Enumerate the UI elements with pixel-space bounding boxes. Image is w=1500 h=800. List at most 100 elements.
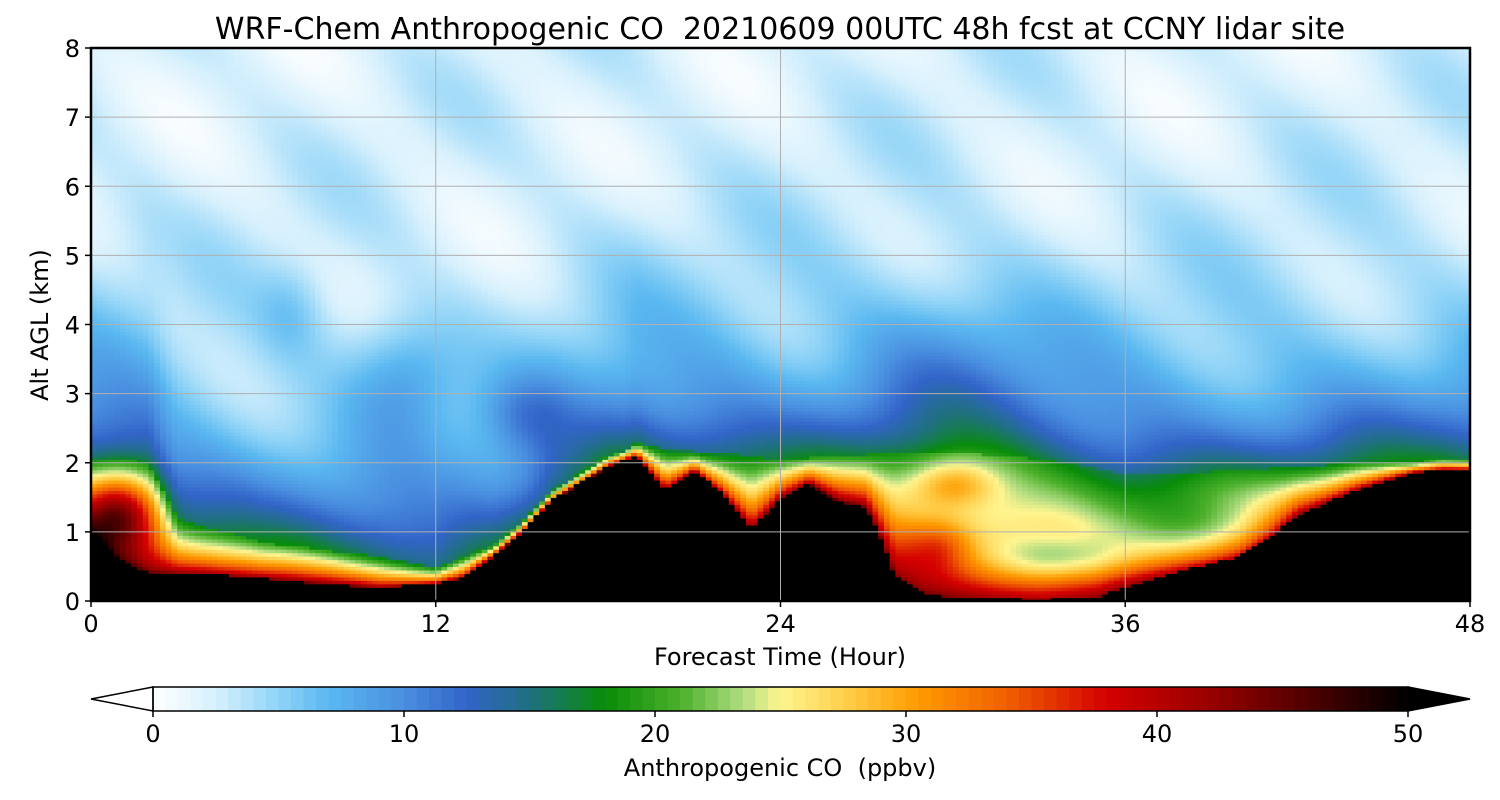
y-axis-label: Alt AGL (km): [26, 249, 54, 401]
colorbar-segment: [278, 687, 292, 711]
colorbar-segment: [1056, 687, 1070, 711]
colorbar-segment: [253, 687, 267, 711]
colorbar-segment: [1006, 687, 1020, 711]
colorbar-segment: [692, 687, 706, 711]
colorbar-segment: [178, 687, 192, 711]
colorbar-segment: [416, 687, 430, 711]
colorbar-tick-label: 20: [640, 720, 671, 748]
y-tick-label: 8: [65, 35, 80, 63]
colorbar-segment: [190, 687, 204, 711]
colorbar-segment: [1081, 687, 1095, 711]
x-tick-label: 12: [420, 610, 451, 638]
colorbar-segment: [868, 687, 882, 711]
colorbar-segment: [1382, 687, 1396, 711]
colorbar-segment: [604, 687, 618, 711]
colorbar-segment: [1269, 687, 1283, 711]
colorbar-segment: [943, 687, 957, 711]
colorbar-segment: [705, 687, 719, 711]
y-tick-label: 6: [65, 173, 80, 201]
colorbar-segment: [1044, 687, 1058, 711]
colorbar-segment: [240, 687, 254, 711]
colorbar-segment: [1018, 687, 1032, 711]
colorbar-segment: [378, 687, 392, 711]
colorbar-segment: [1357, 687, 1371, 711]
x-axis: 0 12 24 36 48: [83, 601, 1485, 638]
y-axis: 0 1 2 3 4 5 6 7 8: [65, 35, 91, 616]
colorbar-segment: [780, 687, 794, 711]
colorbar-segment: [1307, 687, 1321, 711]
colorbar-segment: [931, 687, 945, 711]
colorbar-segment: [1207, 687, 1221, 711]
y-tick-label: 5: [65, 242, 80, 270]
colorbar-segment: [629, 687, 643, 711]
colorbar-segment: [504, 687, 518, 711]
colorbar-tick-label: 40: [1142, 720, 1173, 748]
colorbar-segment: [1119, 687, 1133, 711]
colorbar-segment: [1257, 687, 1271, 711]
colorbar-segment: [755, 687, 769, 711]
colorbar-segment: [893, 687, 907, 711]
colorbar-segment: [730, 687, 744, 711]
colorbar-segment: [767, 687, 781, 711]
colorbar-segment: [567, 687, 581, 711]
colorbar-segment: [215, 687, 229, 711]
colorbar-segment: [1345, 687, 1359, 711]
colorbar-segment: [968, 687, 982, 711]
colorbar-segment: [956, 687, 970, 711]
colorbar-segment: [441, 687, 455, 711]
y-tick-label: 4: [65, 312, 80, 340]
colorbar-segment: [1131, 687, 1145, 711]
colorbar-segment: [554, 687, 568, 711]
colorbar-segment: [1219, 687, 1233, 711]
colorbar-segment: [203, 687, 217, 711]
colorbar-segment: [918, 687, 932, 711]
colorbar-segment: [981, 687, 995, 711]
colorbar-segment: [1194, 687, 1208, 711]
colorbar-segment: [1332, 687, 1346, 711]
colorbar-segment: [1106, 687, 1120, 711]
colorbar-segment: [366, 687, 380, 711]
colorbar-segment: [404, 687, 418, 711]
colorbar-frame: [152, 686, 1409, 712]
colorbar-segment: [1370, 687, 1384, 711]
colorbar-segment: [667, 687, 681, 711]
colorbar-segment: [491, 687, 505, 711]
colorbar-segment: [680, 687, 694, 711]
colorbar-segment: [818, 687, 832, 711]
colorbar-segment: [1295, 687, 1309, 711]
colorbar-segment: [529, 687, 543, 711]
colorbar-tick-label: 50: [1393, 720, 1424, 748]
colorbar-extend-min: [90, 686, 154, 712]
colorbar-segment: [1031, 687, 1045, 711]
colorbar-segment: [1232, 687, 1246, 711]
y-tick-label: 2: [65, 450, 80, 478]
colorbar-segment: [341, 687, 355, 711]
colorbar-tick-label: 0: [145, 720, 160, 748]
colorbar-segment: [153, 687, 167, 711]
x-tick-label: 0: [83, 610, 98, 638]
colorbar-segment: [1169, 687, 1183, 711]
colorbar-segment: [1395, 687, 1409, 711]
colorbar-segment: [328, 687, 342, 711]
colorbar-segment: [742, 687, 756, 711]
x-tick-label: 48: [1455, 610, 1486, 638]
colorbar-label: Anthropogenic CO (ppbv): [624, 754, 936, 782]
colorbar-segment: [617, 687, 631, 711]
colorbar-segment: [993, 687, 1007, 711]
colorbar-segment: [265, 687, 279, 711]
colorbar-segment: [843, 687, 857, 711]
y-tick-label: 3: [65, 381, 80, 409]
colorbar-segment: [1094, 687, 1108, 711]
colorbar-segment: [165, 687, 179, 711]
colorbar-segment: [466, 687, 480, 711]
colorbar-segment: [291, 687, 305, 711]
colorbar-segment: [316, 687, 330, 711]
colorbar-segment: [592, 687, 606, 711]
concentration-field: [91, 48, 1470, 601]
colorbar-segment: [542, 687, 556, 711]
colorbar-segment: [1144, 687, 1158, 711]
colorbar-segment: [855, 687, 869, 711]
colorbar-segment: [655, 687, 669, 711]
colorbar-segment: [805, 687, 819, 711]
